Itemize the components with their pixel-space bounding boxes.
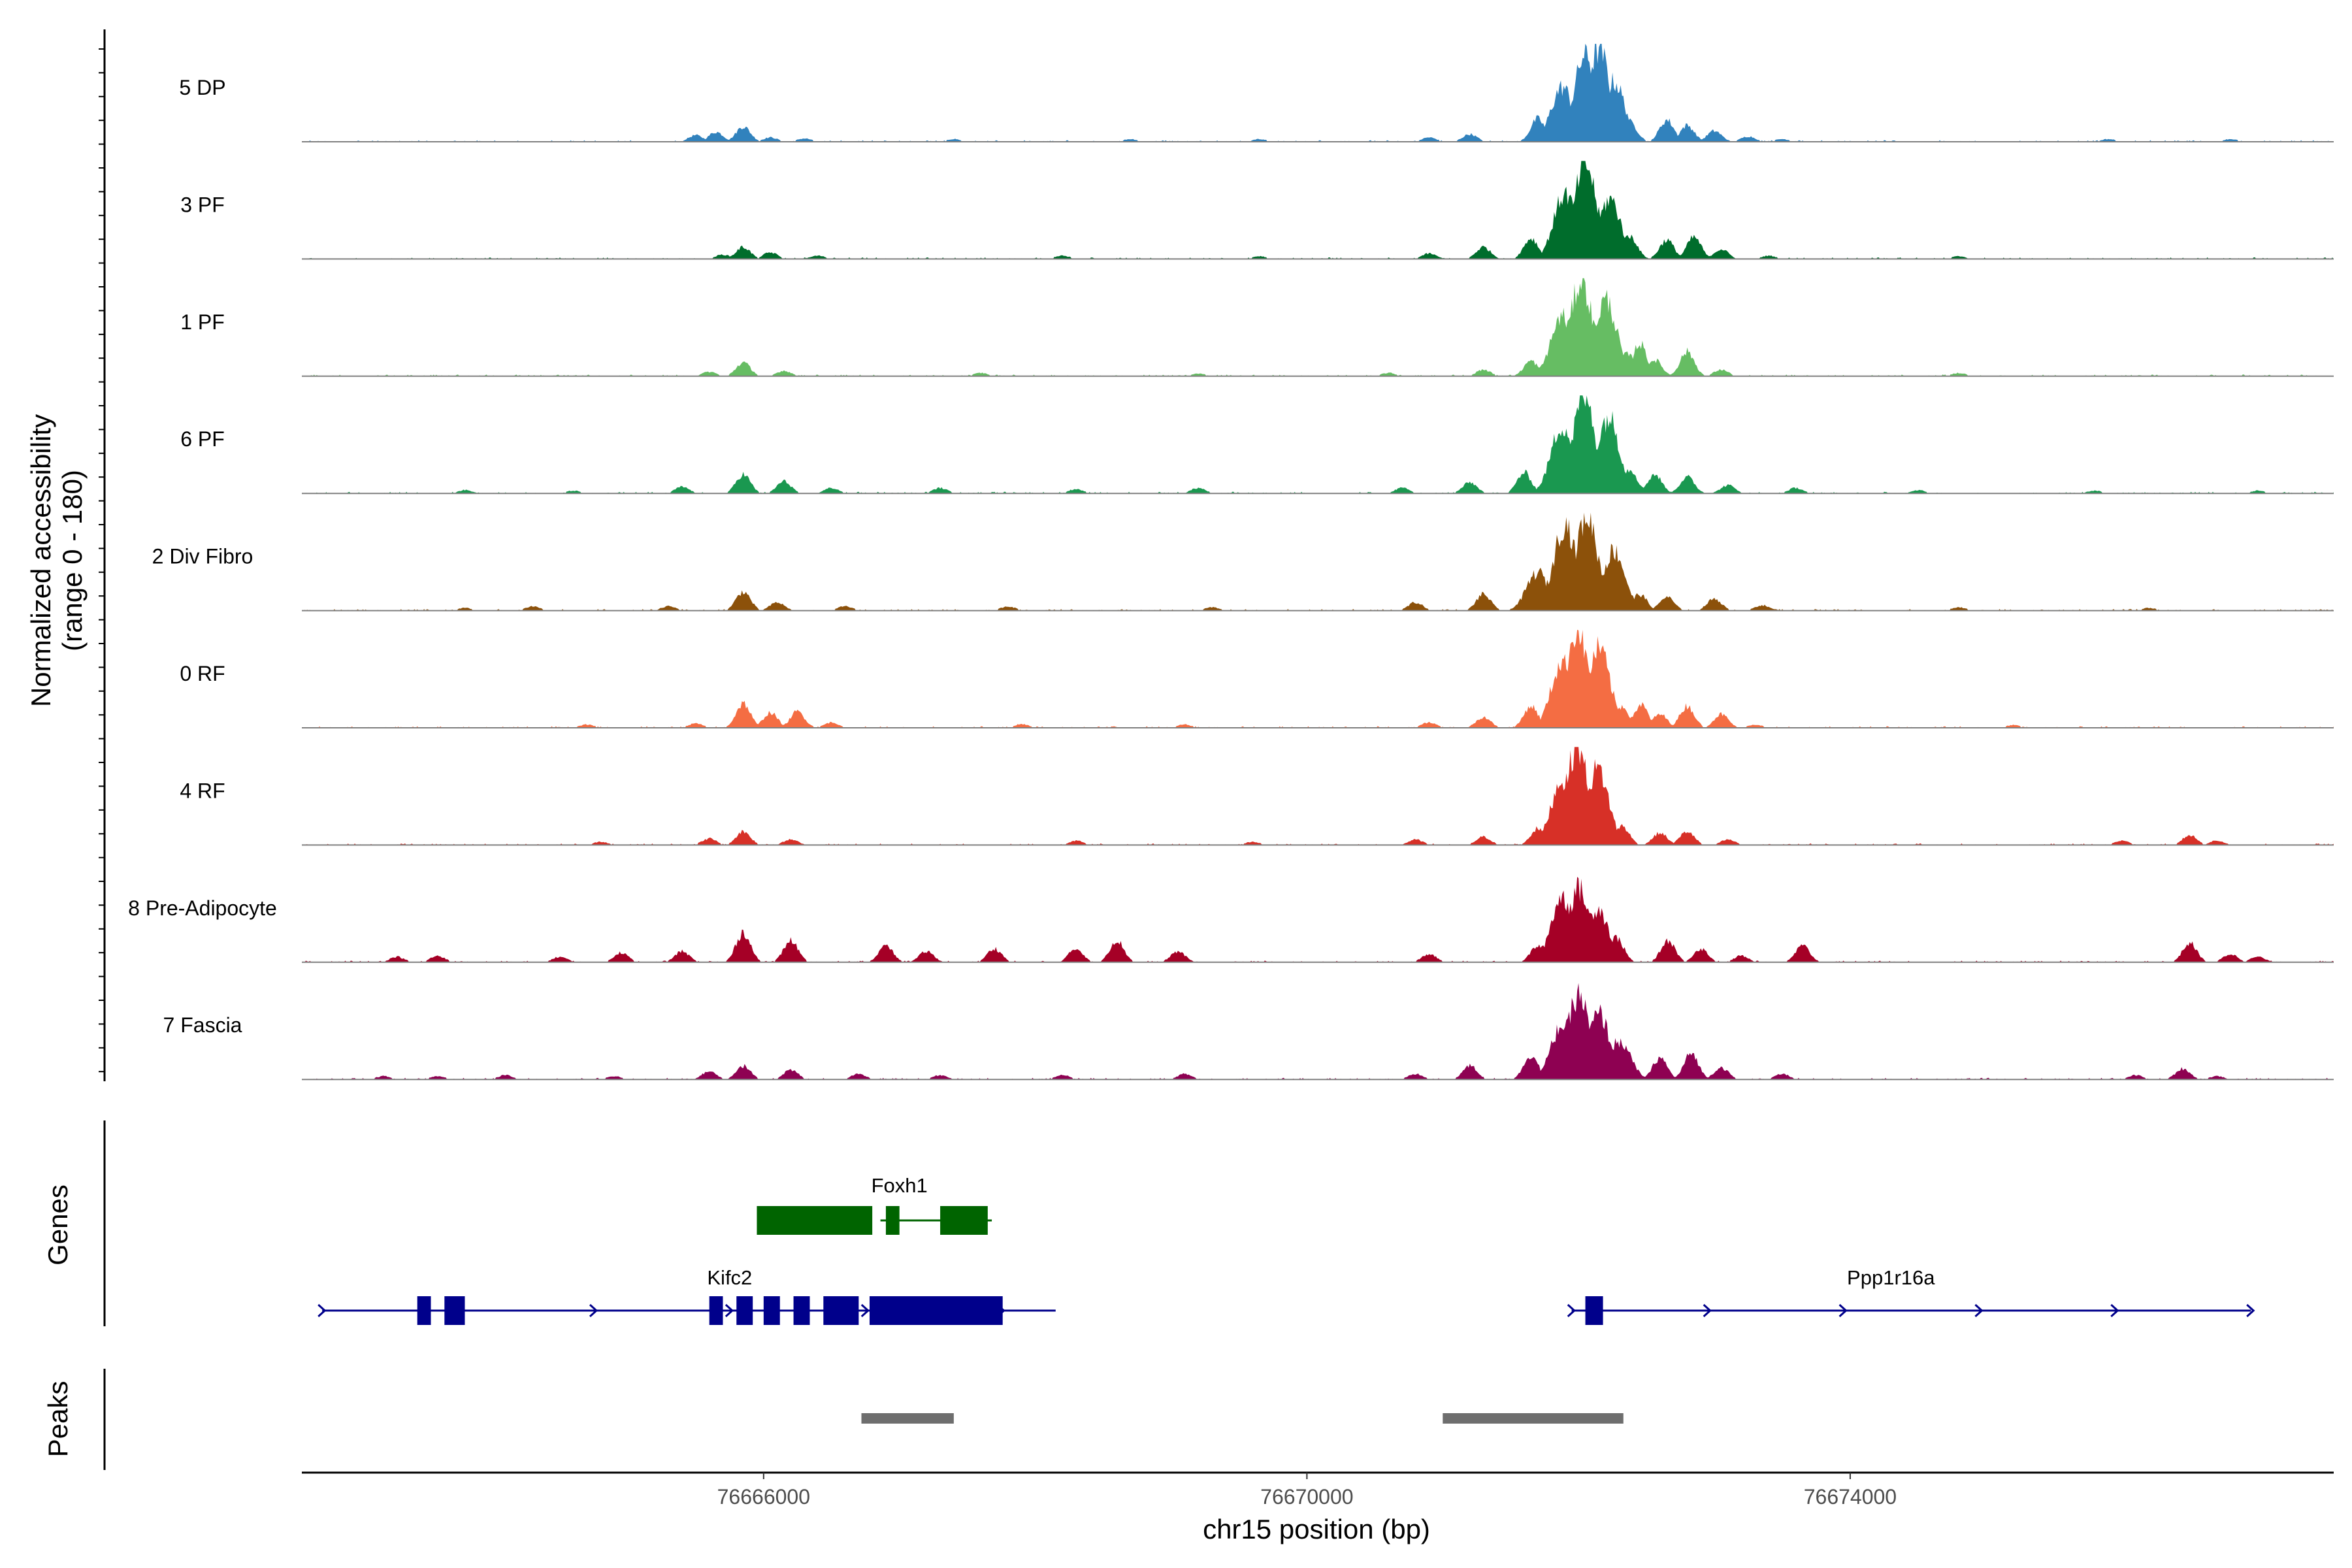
gene-label: Ppp1r16a	[1847, 1266, 1935, 1289]
coverage-tracks: 5 DP 3 PF 1 PF 6 PF 2 Div Fibro 0 RF 4 RF 8 Pre…	[128, 44, 2334, 1081]
track-label: 7 Fascia	[163, 1013, 242, 1037]
track-7-fascia: 7 Fascia	[163, 983, 2334, 1081]
y-axis-range-label: (range 0 - 180)	[57, 470, 88, 651]
track-label: 5 DP	[179, 76, 225, 99]
gene-label: Foxh1	[872, 1174, 928, 1197]
gene-foxh1: Foxh1	[757, 1174, 992, 1235]
strand-arrow	[2246, 1303, 2255, 1318]
genes-track: Foxh1 Kifc2 Ppp1r16a	[318, 1174, 2255, 1325]
gene-kifc2: Kifc2	[318, 1266, 1056, 1325]
genes-axis-title: Genes	[42, 1184, 73, 1266]
peak-region	[861, 1413, 954, 1424]
coverage-area-4-rf	[302, 747, 2334, 845]
track-label: 2 Div Fibro	[152, 545, 253, 568]
x-tick-label: 76674000	[1804, 1485, 1897, 1509]
track-label: 8 Pre-Adipocyte	[128, 896, 277, 920]
coverage-area-3-pf	[302, 161, 2334, 259]
y-axis-title: Normalized accessibility	[25, 414, 56, 707]
coverage-area-2-div-fibro	[302, 512, 2334, 611]
x-axis-title: chr15 position (bp)	[1203, 1514, 1430, 1544]
x-tick-label: 76670000	[1260, 1485, 1353, 1509]
coverage-area-1-pf	[302, 278, 2334, 376]
track-label: 1 PF	[180, 310, 225, 334]
coverage-area-7-fascia	[302, 983, 2334, 1080]
gene-exon	[757, 1206, 873, 1235]
track-6-pf: 6 PF	[180, 395, 2334, 495]
track-5-dp: 5 DP	[179, 44, 2334, 142]
track-1-pf: 1 PF	[180, 278, 2334, 377]
x-axis-ticks: 76666000 76670000 76674000	[717, 1473, 1897, 1509]
x-tick-label: 76666000	[717, 1485, 810, 1509]
coverage-area-6-pf	[302, 395, 2334, 494]
coverage-y-axis-ticks	[99, 48, 105, 1073]
track-2-div-fibro: 2 Div Fibro	[152, 512, 2334, 612]
gene-exon	[885, 1206, 900, 1235]
peaks-axis-title: Peaks	[42, 1381, 73, 1458]
track-8-pre-adipocyte: 8 Pre-Adipocyte	[128, 877, 2334, 963]
gene-label: Kifc2	[707, 1266, 752, 1289]
coverage-area-5-dp	[302, 44, 2334, 142]
peaks-track	[861, 1413, 1624, 1424]
track-3-pf: 3 PF	[180, 161, 2334, 260]
gene-exon	[940, 1206, 988, 1235]
peak-region	[1443, 1413, 1624, 1424]
track-label: 0 RF	[180, 662, 225, 685]
coverage-area-8-pre-adipocyte	[302, 877, 2334, 962]
track-4-rf: 4 RF	[180, 747, 2334, 846]
track-label: 6 PF	[180, 427, 225, 451]
gene-ppp1r16a: Ppp1r16a	[1567, 1266, 2255, 1325]
track-0-rf: 0 RF	[180, 630, 2334, 728]
track-label: 4 RF	[180, 779, 225, 802]
track-label: 3 PF	[180, 193, 225, 216]
coverage-area-0-rf	[302, 630, 2334, 728]
